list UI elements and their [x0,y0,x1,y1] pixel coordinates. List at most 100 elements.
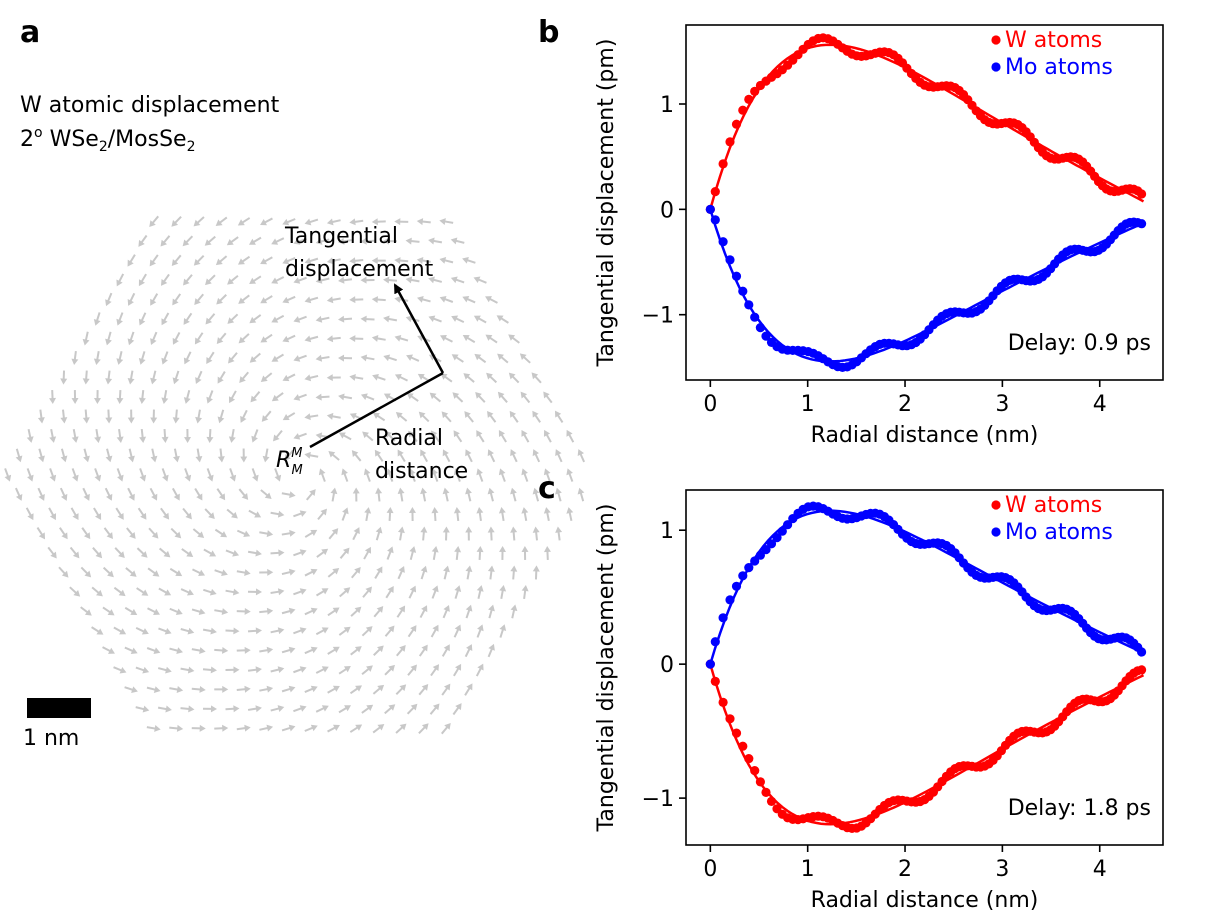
y-tick-label: −1 [642,304,674,329]
displacement-arrowhead [241,493,249,500]
data-point-mo [725,595,735,605]
displacement-arrowhead [217,456,225,463]
data-point-mo [1137,647,1147,657]
displacement-arrowhead [108,647,115,654]
displacement-arrowhead [206,396,213,404]
displacement-arrowhead [354,606,362,614]
displacement-arrowhead [408,506,416,514]
displacement-arrowhead [377,724,385,731]
displacement-arrowhead [264,492,272,499]
displacement-arrowhead [228,436,236,443]
displacement-arrowhead [293,316,301,323]
displacement-arrowhead [371,334,379,342]
displacement-arrowhead [315,276,323,284]
displacement-arrowhead [116,397,124,405]
displacement-arrowhead [127,377,135,385]
displacement-arrowhead [349,412,357,420]
data-point-w [766,796,777,807]
displacement-arrowhead [408,430,415,438]
displacement-arrowhead [465,526,473,533]
displacement-arrowhead [499,624,507,631]
displacement-arrowhead [473,276,481,283]
displacement-arrowhead [510,449,517,457]
data-point-mo [744,300,754,310]
displacement-arrowhead [288,685,296,693]
displacement-arrowhead [228,356,235,364]
displacement-arrowhead [282,374,290,382]
displacement-arrowhead [315,393,322,401]
displacement-arrowhead [127,298,134,306]
displacement-arrowhead [106,532,113,540]
displacement-arrowhead [420,449,427,457]
displacement-arrowhead [485,334,493,341]
displacement-arrowhead [142,705,150,713]
displacement-arrowhead [332,607,340,614]
displacement-arrowhead [321,627,329,634]
displacement-arrowhead [138,397,146,405]
displacement-arrowhead [554,410,562,418]
displacement-arrowhead [476,507,484,514]
displacement-arrowhead [409,585,417,593]
displacement-arrowhead [161,397,169,404]
displacement-arrowhead [321,548,329,556]
displacement-arrowhead [440,373,448,380]
displacement-arrowhead [376,606,384,613]
displacement-arrowhead [73,590,81,597]
displacement-arrowhead [543,545,551,553]
displacement-arrowhead [162,474,169,482]
displacement-arrowhead [417,373,425,381]
displacement-arrowhead [227,278,234,285]
displacement-arrowhead [231,511,238,519]
radial-label-line1: Radial [375,426,443,451]
legend-label: W atoms [1005,493,1102,518]
displacement-arrowhead [374,449,382,457]
displacement-arrowhead [387,546,394,554]
displacement-arrowhead [197,531,205,538]
y-tick-label: −1 [642,787,674,812]
displacement-arrowhead [399,644,406,652]
y-tick-label: 0 [660,198,674,223]
displacement-arrowhead [60,378,68,385]
displacement-arrowhead [344,705,352,712]
displacement-arrowhead [450,276,458,284]
displacement-arrowhead [299,549,307,556]
displacement-arrowhead [72,551,80,559]
displacement-arrowhead [338,432,346,439]
displacement-arrowhead [510,526,518,533]
displacement-arrowhead [82,338,90,346]
displacement-arrowhead [532,487,540,495]
displacement-arrowhead [205,278,212,286]
displacement-arrowhead [82,417,90,424]
displacement-arrowhead [299,627,307,634]
data-point-w [738,105,748,115]
displacement-arrowhead [130,608,138,616]
displacement-arrowhead [326,218,334,226]
legend-marker [991,62,1001,72]
displacement-arrowhead [105,417,113,424]
displacement-arrowhead [49,513,57,521]
displacement-arrowhead [237,219,245,226]
displacement-arrowhead [477,624,484,632]
displacement-arrowhead [207,474,214,482]
displacement-arrowhead [406,354,414,361]
displacement-arrowhead [555,487,562,495]
displacement-arrowhead [237,258,245,265]
displacement-arrowhead [151,493,158,501]
displacement-arrowhead [71,436,79,443]
displacement-arrowhead [293,394,301,401]
displacement-arrowhead [383,276,390,284]
data-point-mo [783,520,793,530]
displacement-arrowhead [510,487,517,495]
displacement-arrowhead [454,545,462,553]
displacement-arrowhead [555,526,563,533]
data-point-mo [772,533,782,543]
data-point-mo [705,659,715,669]
displacement-arrowhead [465,565,473,573]
displacement-arrowhead [428,276,435,284]
displacement-arrowhead [61,532,68,540]
displacement-arrowhead [521,468,528,476]
displacement-arrowhead [299,588,307,595]
displacement-arrowhead [183,317,190,325]
displacement-arrowhead [172,298,179,306]
displacement-arrowhead [487,526,495,533]
